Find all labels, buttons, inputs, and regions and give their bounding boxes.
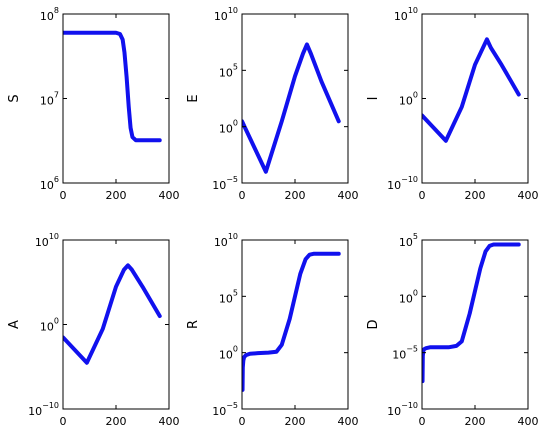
x-tick-label: 400 (338, 415, 359, 428)
y-tick-label: 100 (219, 345, 238, 362)
series-line-d (422, 242, 521, 384)
y-tick-label: 10−5 (212, 175, 238, 192)
y-axis-label: D (366, 319, 381, 329)
x-tick-label: 0 (419, 189, 426, 202)
axes-frame (421, 13, 529, 184)
panel-s: 0 200 400 106 107 108 S (7, 6, 180, 202)
x-tick-label: 200 (465, 415, 486, 428)
series-line-e (242, 42, 341, 174)
axes-frame (241, 239, 349, 410)
series-line-i (422, 37, 521, 143)
x-tick-label: 0 (239, 189, 246, 202)
axes-frame (421, 239, 529, 410)
x-tick-label: 400 (159, 189, 180, 202)
y-tick-label: 10−10 (387, 175, 418, 192)
x-tick-label: 200 (285, 189, 306, 202)
y-axis-label: I (366, 97, 381, 101)
y-tick-label: 107 (40, 91, 59, 108)
x-tick-label: 200 (106, 189, 127, 202)
y-tick-label: 106 (40, 175, 59, 192)
y-tick-label: 100 (219, 119, 238, 136)
y-axis-label: A (7, 320, 22, 329)
y-tick-label: 1010 (394, 6, 418, 23)
x-tick-label: 0 (60, 415, 67, 428)
panel-i: 0 200 400 10−10 100 1010 I (366, 6, 539, 202)
series-line-s (63, 30, 162, 143)
y-tick-label: 1010 (35, 232, 59, 249)
axes-frame (62, 13, 170, 184)
y-tick-label: 10−5 (392, 345, 418, 362)
x-tick-label: 400 (338, 189, 359, 202)
panel-d: 0 200 400 10−10 10−5 100 105 D (366, 232, 539, 428)
y-tick-label: 100 (399, 288, 418, 305)
y-axis-label: S (7, 94, 22, 102)
y-tick-label: 1010 (214, 6, 238, 23)
y-axis-label: R (186, 320, 201, 329)
y-tick-label: 105 (219, 288, 238, 305)
y-tick-label: 10−5 (212, 401, 238, 418)
panel-e: 0 200 400 10−5 100 105 1010 E (186, 6, 359, 202)
y-axis-label: E (186, 94, 201, 102)
x-tick-label: 400 (518, 189, 539, 202)
x-tick-label: 200 (465, 189, 486, 202)
x-tick-label: 200 (106, 415, 127, 428)
x-tick-label: 0 (419, 415, 426, 428)
y-tick-label: 10−10 (28, 401, 59, 418)
x-tick-label: 400 (159, 415, 180, 428)
y-tick-label: 100 (40, 317, 59, 334)
series-line-r (242, 251, 341, 392)
x-tick-label: 200 (285, 415, 306, 428)
y-tick-label: 1010 (214, 232, 238, 249)
y-tick-label: 10−10 (387, 401, 418, 418)
x-tick-label: 0 (239, 415, 246, 428)
x-tick-label: 400 (518, 415, 539, 428)
y-tick-label: 105 (399, 232, 418, 249)
series-line-a (63, 263, 162, 365)
panel-a: 0 200 400 10−10 100 1010 A (7, 232, 180, 428)
y-tick-label: 105 (219, 62, 238, 79)
panel-r: 0 200 400 10−5 100 105 1010 R (186, 232, 359, 428)
x-tick-label: 0 (60, 189, 67, 202)
y-tick-label: 100 (399, 91, 418, 108)
axes-frame (62, 239, 170, 410)
y-tick-label: 108 (40, 6, 59, 23)
